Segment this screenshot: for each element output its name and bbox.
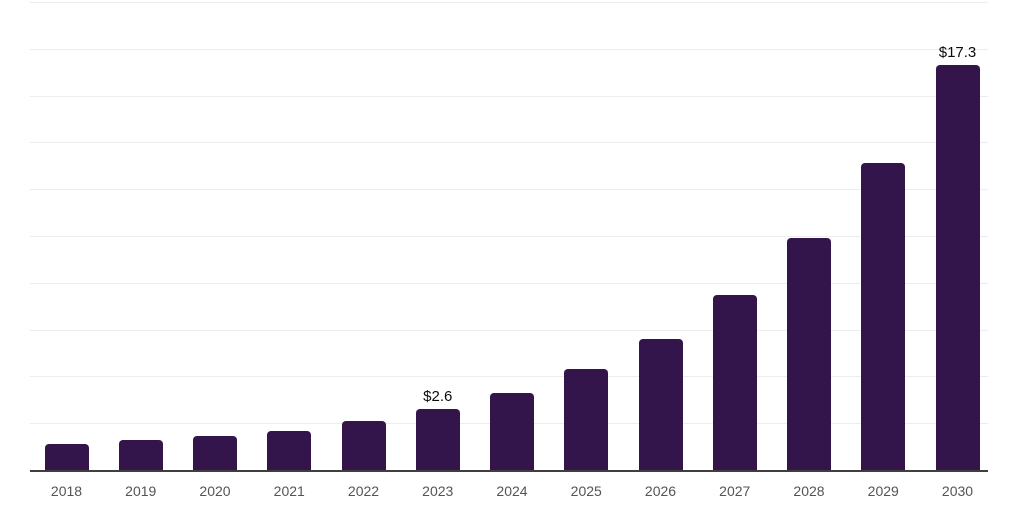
bar-2020 xyxy=(193,436,237,470)
bar-2026 xyxy=(638,338,683,470)
data-label-2030: $17.3 xyxy=(938,44,977,62)
bar-2030 xyxy=(935,65,980,470)
x-axis-label-2022: 2022 xyxy=(347,483,380,499)
bar-2024 xyxy=(490,392,534,470)
bar-2027 xyxy=(712,294,757,470)
bar-2025 xyxy=(564,369,609,470)
x-axis-line xyxy=(30,470,988,472)
x-axis-label-2027: 2027 xyxy=(719,483,751,499)
x-axis-label-2021: 2021 xyxy=(273,483,305,499)
x-axis-label-2026: 2026 xyxy=(644,483,677,499)
x-axis-label-2020: 2020 xyxy=(199,483,231,499)
plot-area: $2.6 $17.3 xyxy=(30,2,988,472)
data-label-2023: $2.6 xyxy=(423,388,453,406)
gridline xyxy=(30,236,988,237)
bar-2018 xyxy=(44,444,89,470)
gridline xyxy=(30,2,988,3)
gridline xyxy=(30,95,988,97)
x-axis-label-2023: 2023 xyxy=(422,483,454,499)
x-axis-label-2025: 2025 xyxy=(570,483,602,499)
gridline xyxy=(30,189,988,191)
x-axis-label-2019: 2019 xyxy=(125,483,157,499)
x-axis-label-2029: 2029 xyxy=(867,483,899,499)
x-axis-label-2018: 2018 xyxy=(50,483,83,499)
gridline xyxy=(30,329,988,331)
gridline xyxy=(30,282,988,284)
bar-2029 xyxy=(861,163,906,470)
x-axis-label-2028: 2028 xyxy=(793,483,825,499)
bar-2023 xyxy=(415,409,460,470)
bar-2021 xyxy=(267,431,312,470)
x-axis-label-2024: 2024 xyxy=(496,483,528,499)
x-axis-label-2030: 2030 xyxy=(941,483,974,499)
bar-2028 xyxy=(787,238,831,470)
gridline xyxy=(30,48,988,50)
bar-2019 xyxy=(118,439,163,470)
gridline xyxy=(30,376,988,378)
gridline xyxy=(30,142,988,144)
bar-2022 xyxy=(341,420,386,470)
